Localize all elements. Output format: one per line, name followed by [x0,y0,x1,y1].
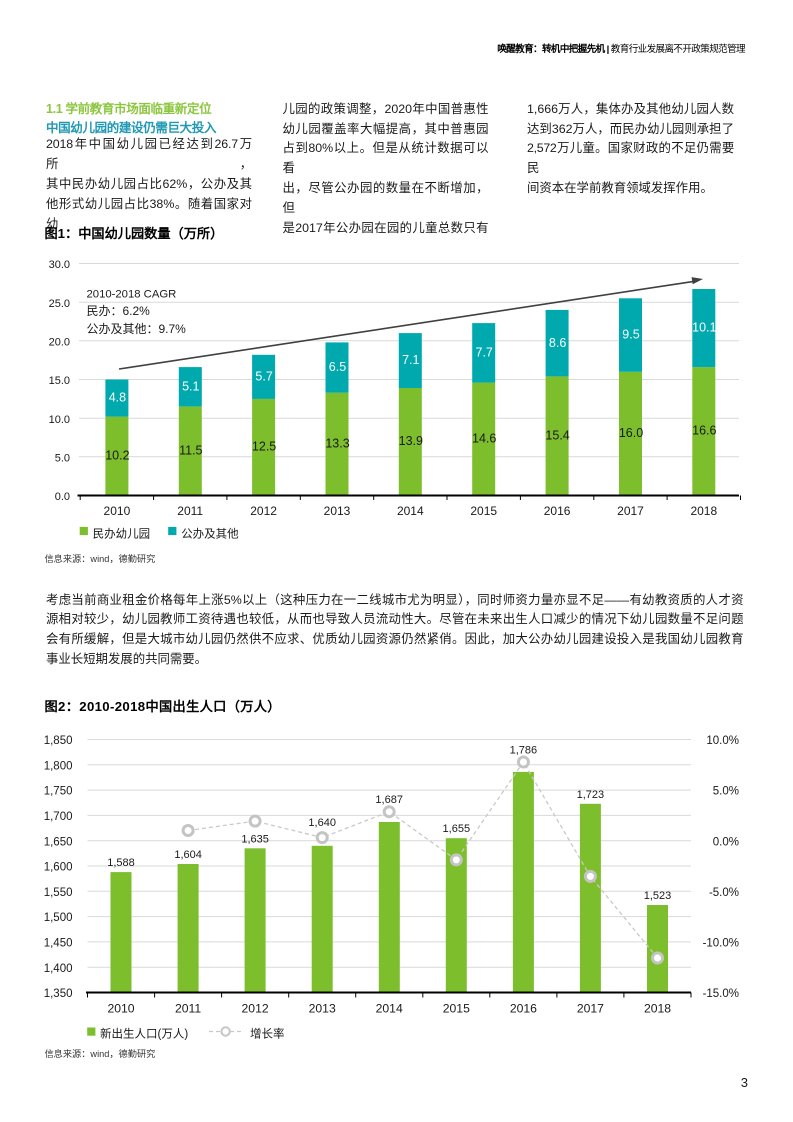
svg-text:7.1: 7.1 [402,353,419,367]
svg-text:10.1: 10.1 [692,321,716,335]
svg-text:2011: 2011 [177,504,203,518]
svg-text:2014: 2014 [376,1001,403,1015]
svg-text:-5.0%: -5.0% [709,887,739,899]
svg-text:1,588: 1,588 [107,857,135,869]
svg-text:1,635: 1,635 [241,833,269,845]
svg-text:16.0: 16.0 [619,426,643,440]
svg-text:12.5: 12.5 [252,440,276,454]
svg-text:1,700: 1,700 [44,811,73,823]
svg-text:公办及其他：9.7%: 公办及其他：9.7% [87,321,187,336]
svg-text:1,350: 1,350 [44,988,73,1000]
svg-text:5.7: 5.7 [255,369,272,383]
svg-text:5.0%: 5.0% [713,786,739,798]
svg-text:增长率: 增长率 [250,1027,285,1041]
svg-text:1,800: 1,800 [44,760,73,772]
svg-text:2011: 2011 [175,1001,201,1015]
svg-text:1,450: 1,450 [44,938,73,950]
svg-text:14.6: 14.6 [472,431,496,445]
svg-text:1,550: 1,550 [44,887,73,899]
svg-text:4.8: 4.8 [109,391,126,405]
svg-text:9.5: 9.5 [622,328,639,342]
svg-text:2014: 2014 [397,504,424,518]
svg-text:2016: 2016 [544,504,571,518]
svg-text:2017: 2017 [617,504,644,518]
svg-text:1,523: 1,523 [644,890,672,902]
svg-text:1,687: 1,687 [375,794,403,806]
svg-text:1,400: 1,400 [44,963,73,975]
svg-text:1,850: 1,850 [44,735,73,747]
svg-text:20.0: 20.0 [49,336,70,348]
svg-text:-10.0%: -10.0% [703,938,739,950]
svg-text:1,786: 1,786 [510,745,538,757]
svg-text:6.5: 6.5 [329,360,346,374]
svg-text:2013: 2013 [309,1001,336,1015]
svg-text:1,650: 1,650 [44,836,73,848]
svg-text:1,600: 1,600 [44,862,73,874]
svg-text:5.0: 5.0 [55,452,70,464]
svg-text:25.0: 25.0 [49,298,70,310]
svg-text:0.0%: 0.0% [713,836,739,848]
svg-text:2012: 2012 [242,1001,269,1015]
svg-text:新出生人口(万人): 新出生人口(万人) [100,1027,188,1041]
svg-text:16.6: 16.6 [692,424,716,438]
svg-text:15.0: 15.0 [49,375,70,387]
svg-text:2016: 2016 [510,1001,537,1015]
svg-text:5.1: 5.1 [182,380,199,394]
svg-text:0.0: 0.0 [55,491,70,503]
svg-text:8.6: 8.6 [549,336,566,350]
svg-text:-15.0%: -15.0% [703,988,739,1000]
svg-text:2010: 2010 [107,1001,134,1015]
svg-text:民办：6.2%: 民办：6.2% [87,303,151,318]
svg-text:2015: 2015 [470,504,497,518]
svg-text:1,604: 1,604 [174,849,202,861]
svg-text:公办及其他: 公办及其他 [181,527,239,541]
svg-text:1,500: 1,500 [44,912,73,924]
svg-text:1,750: 1,750 [44,786,73,798]
svg-text:2010-2018 CAGR: 2010-2018 CAGR [87,289,177,301]
svg-text:2017: 2017 [577,1001,604,1015]
svg-text:2015: 2015 [443,1001,470,1015]
svg-text:10.0: 10.0 [49,414,70,426]
svg-text:13.3: 13.3 [325,437,349,451]
svg-text:30.0: 30.0 [49,259,70,271]
svg-text:2018: 2018 [690,504,717,518]
svg-text:1,723: 1,723 [577,789,605,801]
svg-text:15.4: 15.4 [545,428,569,442]
svg-text:10.0%: 10.0% [706,735,739,747]
svg-text:1,640: 1,640 [308,817,336,829]
svg-text:2010: 2010 [104,504,131,518]
svg-text:11.5: 11.5 [179,443,202,457]
svg-text:1,655: 1,655 [443,823,471,835]
svg-text:7.7: 7.7 [476,345,493,359]
svg-text:2013: 2013 [324,504,351,518]
svg-text:民办幼儿园: 民办幼儿园 [93,527,151,541]
svg-text:2018: 2018 [644,1001,671,1015]
svg-text:2012: 2012 [250,504,277,518]
svg-text:10.2: 10.2 [105,449,129,463]
svg-text:13.9: 13.9 [399,434,423,448]
